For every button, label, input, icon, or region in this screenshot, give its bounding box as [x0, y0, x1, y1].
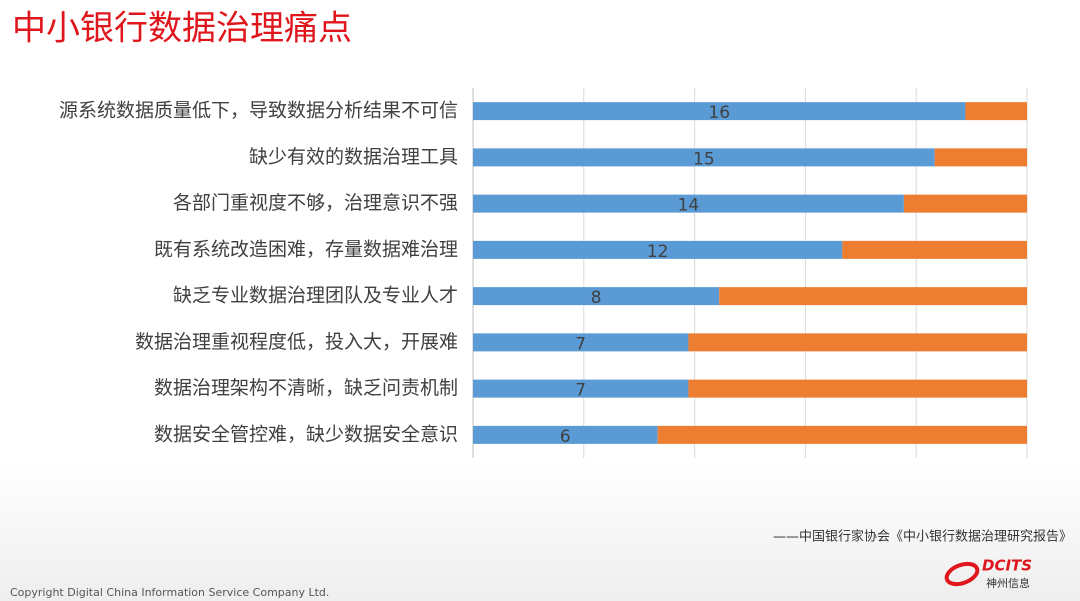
bar-segment — [719, 287, 1027, 306]
bar-segment — [842, 240, 1027, 259]
data-label: 12 — [647, 242, 669, 262]
logo-name: 神州信息 — [986, 576, 1030, 590]
bar-segment — [473, 425, 658, 444]
bar-segment — [473, 148, 935, 167]
y-tick-label: 数据安全管控难，缺少数据安全意识 — [154, 423, 458, 445]
chart-title: 中小银行数据治理痛点 — [12, 9, 352, 49]
y-tick-label: 缺乏专业数据治理团队及专业人才 — [173, 285, 458, 307]
y-tick-label: 数据治理重视程度低，投入大，开展难 — [135, 331, 458, 353]
bar-segment — [934, 148, 1027, 167]
bar-segment — [473, 240, 843, 259]
data-label: 7 — [575, 381, 586, 401]
logo-brand: DCITS — [982, 557, 1032, 575]
data-label: 16 — [708, 103, 730, 123]
logo: DCITS 神州信息 — [944, 557, 1032, 590]
bar-segment — [688, 333, 1027, 352]
y-tick-label: 数据治理架构不清晰，缺乏问责机制 — [154, 377, 458, 399]
bar-segment — [473, 379, 689, 398]
bar-segment — [473, 287, 720, 306]
copyright: Copyright Digital China Information Serv… — [10, 586, 329, 599]
y-tick-label: 各部门重视度不够，治理意识不强 — [173, 192, 458, 214]
bar-segment — [903, 194, 1027, 213]
data-label: 6 — [560, 427, 571, 447]
y-tick-label: 缺少有效的数据治理工具 — [249, 146, 458, 168]
bar-segment — [965, 102, 1027, 121]
bar-segment — [473, 194, 904, 213]
y-tick-label: 既有系统改造困难，存量数据难治理 — [154, 238, 458, 260]
y-tick-label: 源系统数据质量低下，导致数据分析结果不可信 — [59, 100, 458, 122]
data-label: 8 — [591, 288, 602, 308]
bar-segment — [688, 379, 1027, 398]
bar-segment — [657, 425, 1027, 444]
data-label: 15 — [693, 149, 715, 169]
data-label: 7 — [575, 334, 586, 354]
data-label: 14 — [678, 196, 700, 216]
bar-segment — [473, 333, 689, 352]
background — [0, 460, 1080, 601]
logo-mark — [944, 561, 980, 587]
bar-segment — [473, 102, 966, 121]
source-note: ——中国银行家协会《中小银行数据治理研究报告》 — [773, 529, 1072, 545]
